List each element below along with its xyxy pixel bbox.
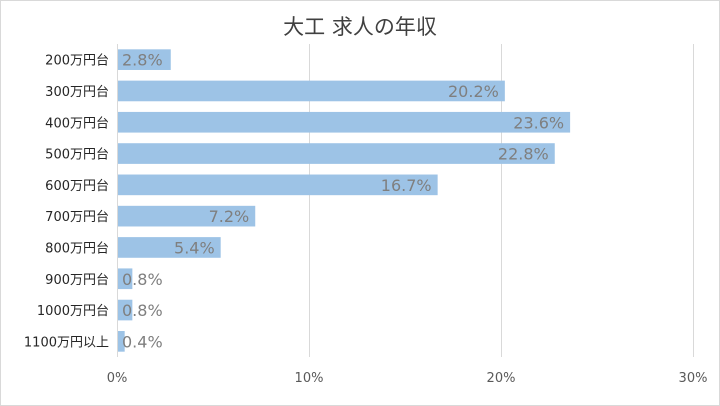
bar-9: [117, 331, 125, 352]
x-tick-label-3: 30%: [679, 371, 708, 386]
x-tick-label-2: 20%: [487, 371, 516, 386]
data-label-1: 20.2%: [448, 82, 499, 101]
bar-8: [117, 299, 133, 321]
x-tick-label-1: 10%: [295, 371, 324, 386]
bars: [117, 49, 571, 352]
category-label-4: 600万円台: [45, 179, 109, 194]
data-label-6: 5.4%: [174, 238, 215, 257]
category-label-9: 1100万円以上: [24, 335, 109, 350]
labels: 0% 10% 20% 30% 200万円台 2.8% 300万円台 20.2% 400万円台 23…: [24, 51, 708, 386]
bar-2: [117, 111, 571, 133]
chart-title: 大工 求人の年収: [283, 15, 437, 39]
category-label-8: 1000万円台: [37, 304, 109, 319]
data-label-8: 0.8%: [122, 301, 163, 320]
category-label-0: 200万円台: [45, 54, 109, 69]
category-label-1: 300万円台: [45, 85, 109, 100]
data-label-0: 2.8%: [122, 51, 163, 70]
data-label-9: 0.4%: [122, 332, 163, 351]
bar-6: [117, 237, 221, 258]
bar-3: [117, 143, 555, 164]
bar-7: [117, 268, 133, 290]
category-label-6: 800万円台: [45, 241, 109, 256]
category-label-5: 700万円台: [45, 210, 109, 225]
bar-5: [117, 205, 256, 227]
bar-4: [117, 174, 438, 196]
bar-0: [117, 49, 171, 70]
data-label-3: 22.8%: [498, 145, 549, 164]
data-label-4: 16.7%: [381, 176, 432, 195]
category-label-7: 900万円台: [45, 273, 109, 288]
bar-1: [117, 80, 505, 102]
x-tick-label-0: 0%: [107, 371, 128, 386]
category-label-3: 500万円台: [45, 148, 109, 163]
data-label-7: 0.8%: [122, 270, 163, 289]
category-label-2: 400万円台: [45, 116, 109, 131]
data-label-5: 7.2%: [209, 207, 250, 226]
data-label-2: 23.6%: [513, 113, 564, 132]
